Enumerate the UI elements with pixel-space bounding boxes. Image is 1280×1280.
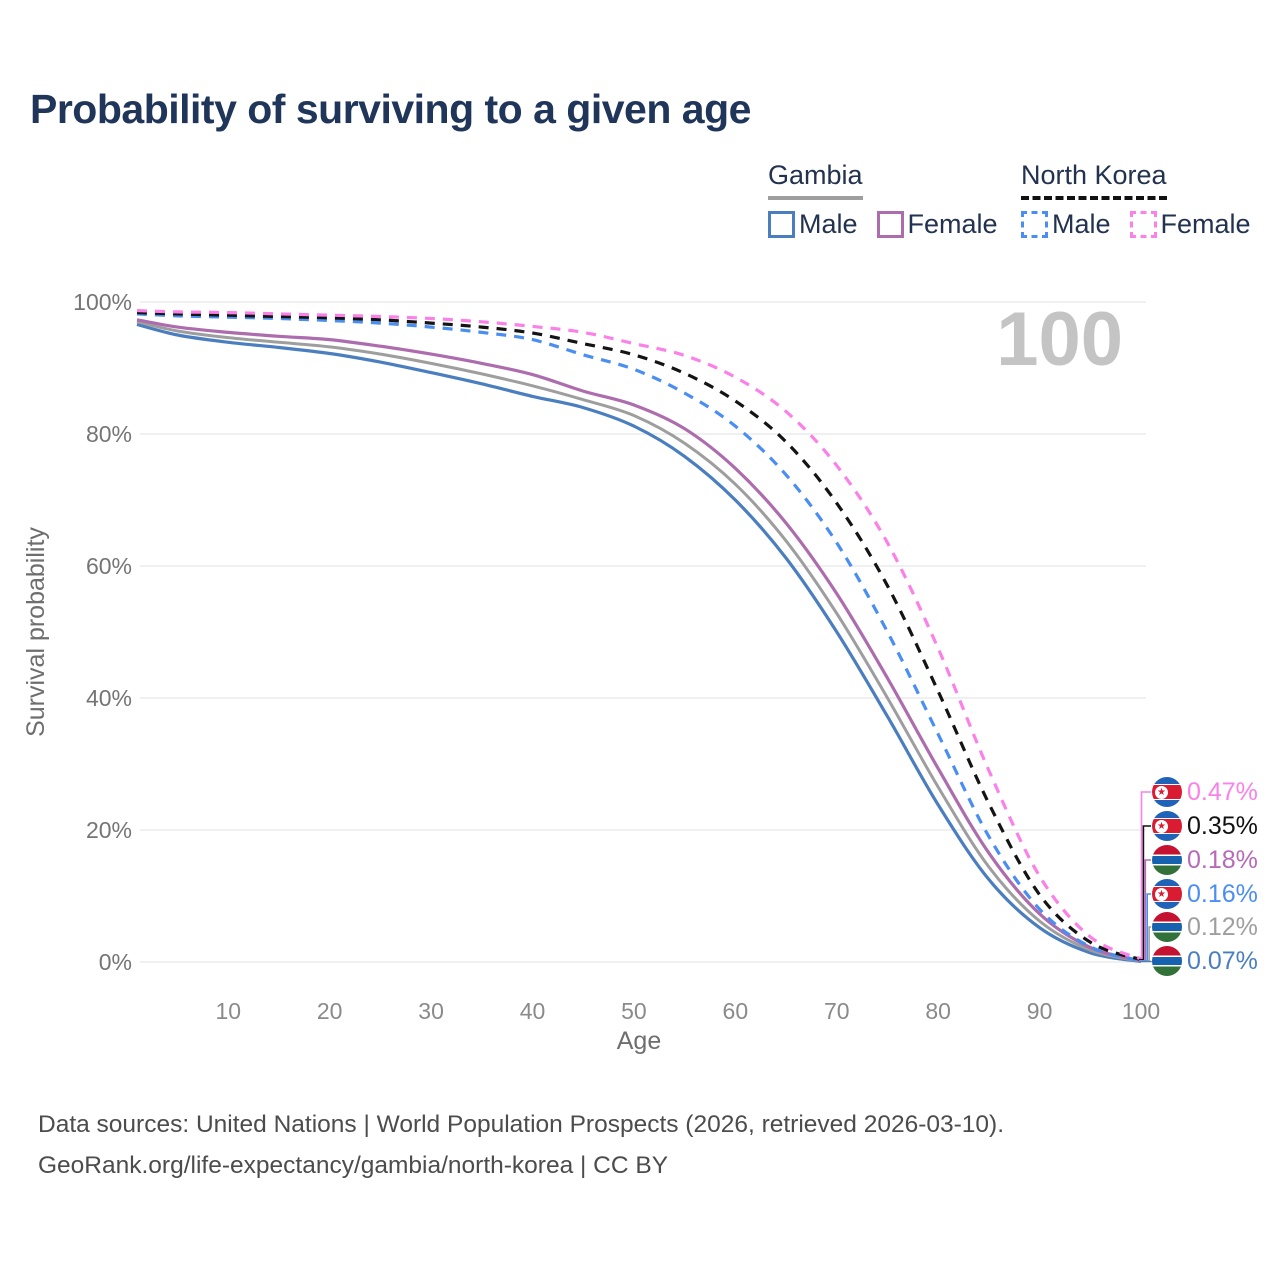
gambia-male-swatch-icon: [768, 211, 795, 238]
series-line-gambia_all[interactable]: [136, 320, 1142, 963]
series-line-nk_all[interactable]: [136, 310, 1142, 962]
age-counter-watermark: 100: [996, 297, 1123, 382]
x-axis-title: Age: [617, 1027, 661, 1055]
y-tick-label: 40%: [86, 685, 132, 711]
legend-item-label: Male: [1052, 209, 1111, 239]
chart-title: Probability of surviving to a given age: [30, 86, 751, 132]
legend-header-north-korea[interactable]: North Korea: [1021, 160, 1167, 200]
y-axis-title: Survival probability: [22, 527, 50, 737]
x-tick-label: 80: [925, 998, 951, 1024]
nk-female-swatch-icon: [1129, 211, 1157, 238]
x-tick-label: 70: [824, 998, 850, 1024]
legend-item-gambia-male[interactable]: Male: [768, 209, 858, 240]
x-tick-label: 60: [723, 998, 749, 1024]
legend-group-gambia: Gambia Male Female: [768, 160, 998, 240]
legend-item-nk-female[interactable]: Female: [1129, 209, 1251, 240]
y-tick-label: 60%: [86, 553, 132, 579]
x-tick-label: 20: [317, 998, 343, 1024]
legend-header-gambia[interactable]: Gambia: [768, 160, 863, 200]
x-tick-label: 90: [1027, 998, 1053, 1024]
y-tick-label: 0%: [99, 949, 132, 975]
legend-item-nk-male[interactable]: Male: [1021, 209, 1111, 240]
x-tick-label: 100: [1122, 998, 1160, 1024]
legend-group-north-korea: North Korea Male Female: [1021, 160, 1251, 240]
series-line-gambia_male[interactable]: [136, 322, 1142, 964]
series-line-gambia_female[interactable]: [136, 318, 1142, 963]
footer-line-2: GeoRank.org/life-expectancy/gambia/north…: [38, 1152, 669, 1179]
end-label-connector: [1139, 825, 1151, 961]
y-tick-label: 20%: [86, 817, 132, 843]
legend-item-label: Female: [907, 209, 998, 239]
nk-male-swatch-icon: [1021, 211, 1048, 238]
series-line-nk_female[interactable]: [136, 308, 1142, 961]
x-tick-label: 50: [621, 998, 647, 1024]
footer-line-1: Data sources: United Nations | World Pop…: [38, 1111, 1005, 1138]
x-tick-label: 40: [520, 998, 546, 1024]
end-label-connector: [1139, 960, 1152, 963]
x-tick-label: 30: [418, 998, 444, 1024]
y-tick-label: 80%: [86, 421, 132, 447]
x-tick-label: 10: [215, 998, 241, 1024]
legend-item-label: Male: [799, 209, 858, 239]
y-tick-label: 100%: [73, 289, 132, 315]
legend-item-label: Female: [1160, 209, 1251, 239]
series-line-nk_male[interactable]: [136, 312, 1142, 963]
data-sources-footer: Data sources: United Nations | World Pop…: [38, 1104, 1004, 1186]
gambia-female-swatch-icon: [876, 211, 904, 238]
legend-item-gambia-female[interactable]: Female: [876, 209, 998, 240]
